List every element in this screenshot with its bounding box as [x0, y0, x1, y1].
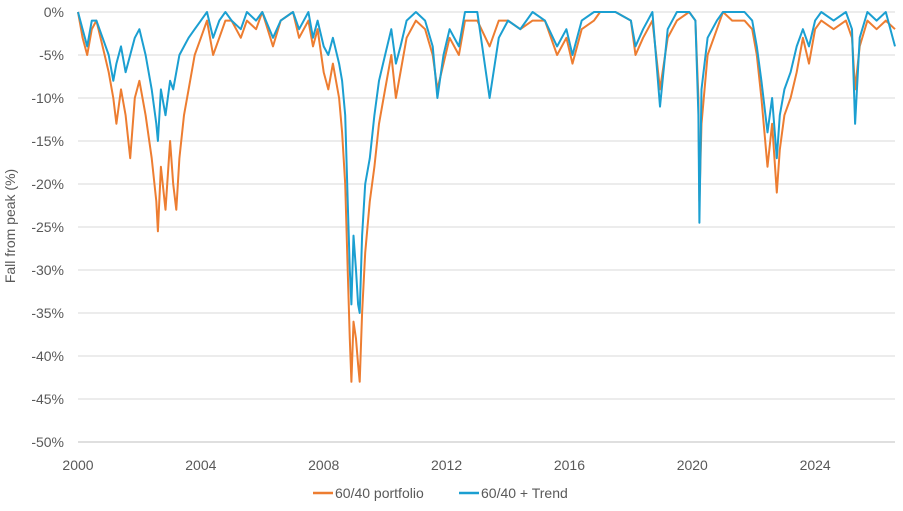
legend-label: 60/40 + Trend	[481, 485, 568, 501]
y-axis-title: Fall from peak (%)	[2, 169, 18, 283]
y-tick-label: -40%	[31, 348, 64, 364]
legend: 60/40 portfolio 60/40 + Trend	[313, 485, 568, 501]
x-tick-label: 2000	[62, 457, 93, 473]
y-tick-label: -45%	[31, 391, 64, 407]
series-line-2	[77, 11, 896, 314]
series-lines	[77, 11, 896, 383]
x-tick-label: 2024	[800, 457, 831, 473]
y-tick-label: -15%	[31, 133, 64, 149]
y-tick-label: -25%	[31, 219, 64, 235]
y-tick-label: -30%	[31, 262, 64, 278]
y-tick-label: -20%	[31, 176, 64, 192]
y-tick-label: 0%	[44, 4, 64, 20]
y-tick-label: -35%	[31, 305, 64, 321]
y-tick-label: -50%	[31, 434, 64, 450]
series-line-1	[77, 11, 896, 383]
x-axis: 2000 2004 2008 2012 2016 2020 2024	[62, 441, 895, 473]
x-tick-label: 2008	[308, 457, 339, 473]
x-tick-label: 2012	[431, 457, 462, 473]
y-tick-label: -5%	[39, 47, 64, 63]
x-tick-label: 2016	[554, 457, 585, 473]
legend-label: 60/40 portfolio	[335, 485, 424, 501]
y-axis: 0% -5% -10% -15% -20% -25% -30% -35% -40% -45% -50…	[31, 4, 64, 450]
x-tick-label: 2020	[677, 457, 708, 473]
x-tick-label: 2004	[185, 457, 216, 473]
y-tick-label: -10%	[31, 90, 64, 106]
